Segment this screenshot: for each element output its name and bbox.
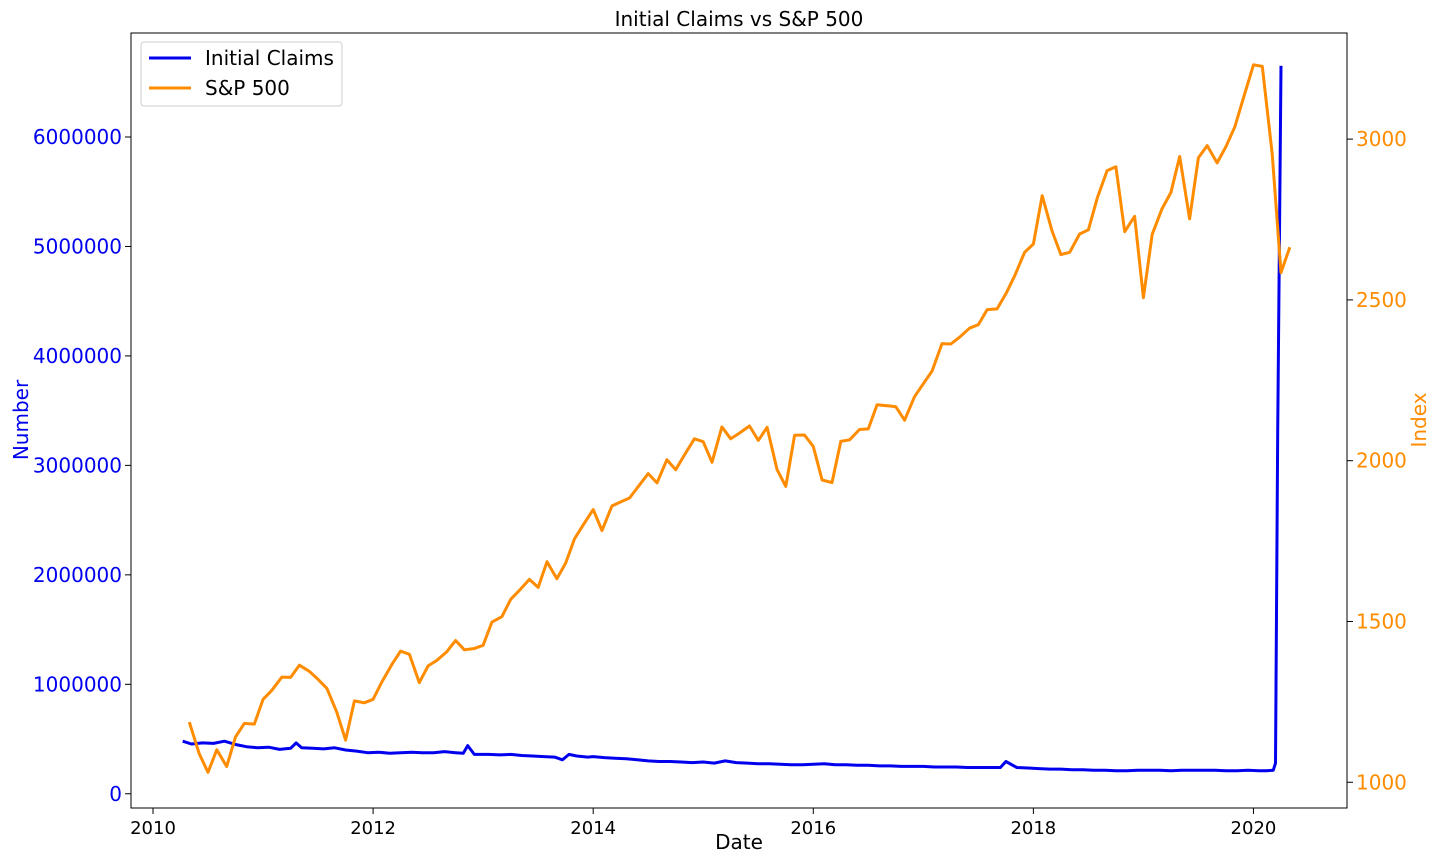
x-tick-label: 2016: [790, 818, 836, 839]
legend: Initial Claims S&P 500: [140, 41, 343, 107]
y-axis-right-label: Index: [1407, 392, 1431, 447]
legend-box: [140, 41, 343, 107]
y-right-tick-label: 1000: [1356, 770, 1407, 794]
y-left-tick-label: 0: [109, 782, 122, 806]
x-tick-label: 2020: [1231, 818, 1277, 839]
series-lines: [182, 63, 1292, 774]
plot-frame: [130, 32, 1348, 809]
chart-title: Initial Claims vs S&P 500: [615, 7, 864, 31]
x-tick-label: 2018: [1010, 818, 1056, 839]
series-line-sp500: [187, 63, 1292, 774]
legend-label-initial-claims: Initial Claims: [205, 46, 334, 70]
y-axis-right: 1000 1500 2000 2500 3000: [1347, 127, 1407, 794]
series-line-initial-claims: [182, 65, 1283, 773]
y-left-tick-label: 3000000: [33, 453, 122, 477]
x-tick-label: 2014: [570, 818, 616, 839]
x-tick-label: 2012: [350, 818, 396, 839]
y-left-tick-label: 4000000: [33, 344, 122, 368]
y-axis-left: 0 1000000 2000000 3000000 4000000 5000000 6000…: [33, 125, 131, 806]
y-right-tick-label: 1500: [1356, 609, 1407, 633]
x-axis: 2010 2012 2014 2016 2018 2020: [130, 808, 1276, 839]
y-right-tick-label: 2500: [1356, 288, 1407, 312]
y-right-tick-label: 2000: [1356, 449, 1407, 473]
legend-label-sp500: S&P 500: [205, 76, 290, 100]
x-axis-label: Date: [715, 830, 763, 854]
x-tick-label: 2010: [130, 818, 176, 839]
y-left-tick-label: 1000000: [33, 672, 122, 696]
y-left-tick-label: 5000000: [33, 234, 122, 258]
y-axis-left-label: Number: [9, 379, 33, 460]
y-right-tick-label: 3000: [1356, 127, 1407, 151]
y-left-tick-label: 6000000: [33, 125, 122, 149]
y-left-tick-label: 2000000: [33, 563, 122, 587]
plot-area: [130, 32, 1348, 809]
